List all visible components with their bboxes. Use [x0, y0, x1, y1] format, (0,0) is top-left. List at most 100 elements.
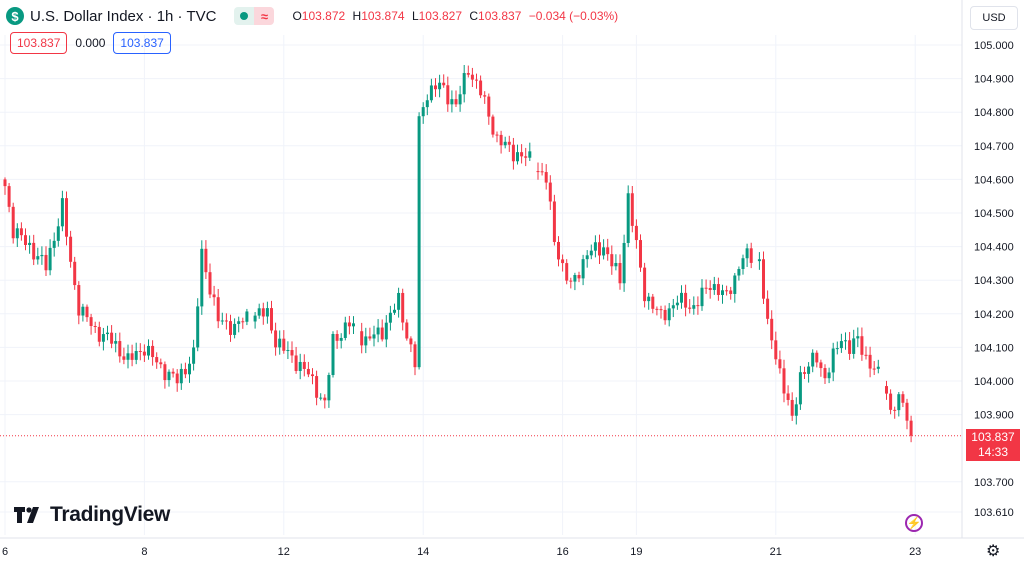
candle-body [282, 338, 286, 351]
wave-icon[interactable]: ≈ [254, 7, 275, 25]
candle-body [397, 292, 401, 310]
candle-body [114, 341, 118, 344]
candle-body [81, 306, 85, 316]
candle-body [417, 116, 421, 368]
candle-body [245, 311, 249, 322]
candle-body [766, 298, 770, 319]
candle-body [425, 100, 429, 108]
candle-body [241, 321, 245, 323]
y-tick-label: 103.700 [974, 477, 1014, 489]
candle-body [306, 368, 310, 375]
candle-body [819, 362, 823, 369]
candle-body [503, 141, 507, 146]
candle-body [598, 242, 601, 256]
candle-body [28, 242, 32, 246]
candle-body [298, 361, 302, 371]
candle-body [622, 242, 626, 284]
candle-body [741, 258, 745, 270]
candle-body [737, 269, 741, 276]
candle-body [848, 340, 852, 354]
candle-body [7, 186, 11, 207]
candle-body [536, 171, 540, 173]
chart-header: $ U.S. Dollar Index · 1h · TVC ≈ O103.87… [6, 4, 622, 28]
candle-body [261, 308, 265, 317]
candle-body [405, 322, 409, 339]
market-open-icon[interactable] [234, 7, 255, 25]
candle-body [196, 306, 200, 348]
sell-price-badge[interactable]: 103.837 [10, 32, 68, 54]
candle-body [360, 331, 364, 346]
candle-body [442, 82, 446, 86]
candle-body [708, 288, 712, 290]
candle-body [393, 309, 396, 313]
candle-body [696, 305, 700, 307]
candle-body [352, 323, 355, 327]
candle-body [65, 198, 68, 237]
candle-body [876, 366, 880, 369]
candle-body [671, 305, 675, 309]
candle-body [897, 394, 901, 411]
candle-body [716, 284, 720, 295]
candle-body [786, 393, 790, 400]
x-tick-label: 21 [770, 546, 782, 558]
ohlc-legend: O103.872 H103.874 L103.827 C103.837 −0.0… [292, 9, 622, 23]
candle-body [19, 228, 23, 236]
candle-body [335, 333, 339, 341]
candle-body [429, 85, 433, 101]
candle-body [581, 259, 585, 279]
candle-body [106, 332, 109, 335]
candle-body [32, 242, 36, 260]
candle-body [126, 353, 130, 360]
candle-body [175, 373, 179, 384]
candle-body [3, 179, 7, 187]
gear-icon[interactable]: ⚙ [986, 543, 1001, 560]
high-value: 103.874 [361, 9, 405, 23]
candle-body [294, 355, 298, 371]
low-value: 103.827 [418, 9, 463, 23]
tradingview-logo[interactable]: TradingView [14, 503, 170, 527]
candle-body [151, 345, 155, 358]
candle-body [421, 107, 425, 117]
currency-button[interactable]: USD [970, 6, 1018, 30]
candle-body [384, 322, 388, 340]
y-tick-label: 103.610 [974, 507, 1014, 519]
candle-body [844, 340, 847, 342]
buy-price-badge[interactable]: 103.837 [113, 32, 171, 54]
candle-body [860, 336, 864, 355]
candle-body [663, 309, 667, 321]
lightning-icon[interactable]: ⚡ [905, 514, 923, 532]
y-tick-label: 104.300 [974, 275, 1014, 287]
candle-body [528, 151, 532, 158]
candle-body [721, 290, 724, 295]
candle-body [524, 156, 528, 158]
low-label: L [411, 9, 419, 23]
candle-body [450, 99, 454, 105]
candle-body [147, 345, 150, 356]
candle-body [626, 193, 630, 243]
candle-body [909, 420, 913, 436]
symbol-title[interactable]: U.S. Dollar Index · 1h · TVC [30, 7, 217, 25]
candle-body [839, 341, 843, 349]
candle-body [774, 340, 778, 360]
x-tick-label: 8 [141, 546, 147, 558]
candle-body [511, 144, 515, 162]
candle-body [483, 95, 487, 97]
candle-body [413, 344, 417, 368]
candle-body [630, 193, 634, 226]
candle-body [552, 201, 556, 242]
candle-body [565, 263, 569, 281]
candle-body [15, 228, 19, 239]
market-status-pill[interactable]: ≈ [234, 7, 275, 25]
candle-body [60, 198, 64, 227]
candle-body [602, 247, 606, 256]
candle-body [733, 275, 737, 294]
candle-body [237, 321, 241, 324]
candle-body [179, 368, 183, 384]
candle-body [376, 327, 380, 335]
candle-body [868, 354, 872, 369]
x-tick-label: 12 [278, 546, 290, 558]
candle-body [327, 375, 331, 401]
candle-body [889, 393, 893, 410]
candle-body [540, 171, 544, 173]
candle-body [343, 322, 347, 338]
